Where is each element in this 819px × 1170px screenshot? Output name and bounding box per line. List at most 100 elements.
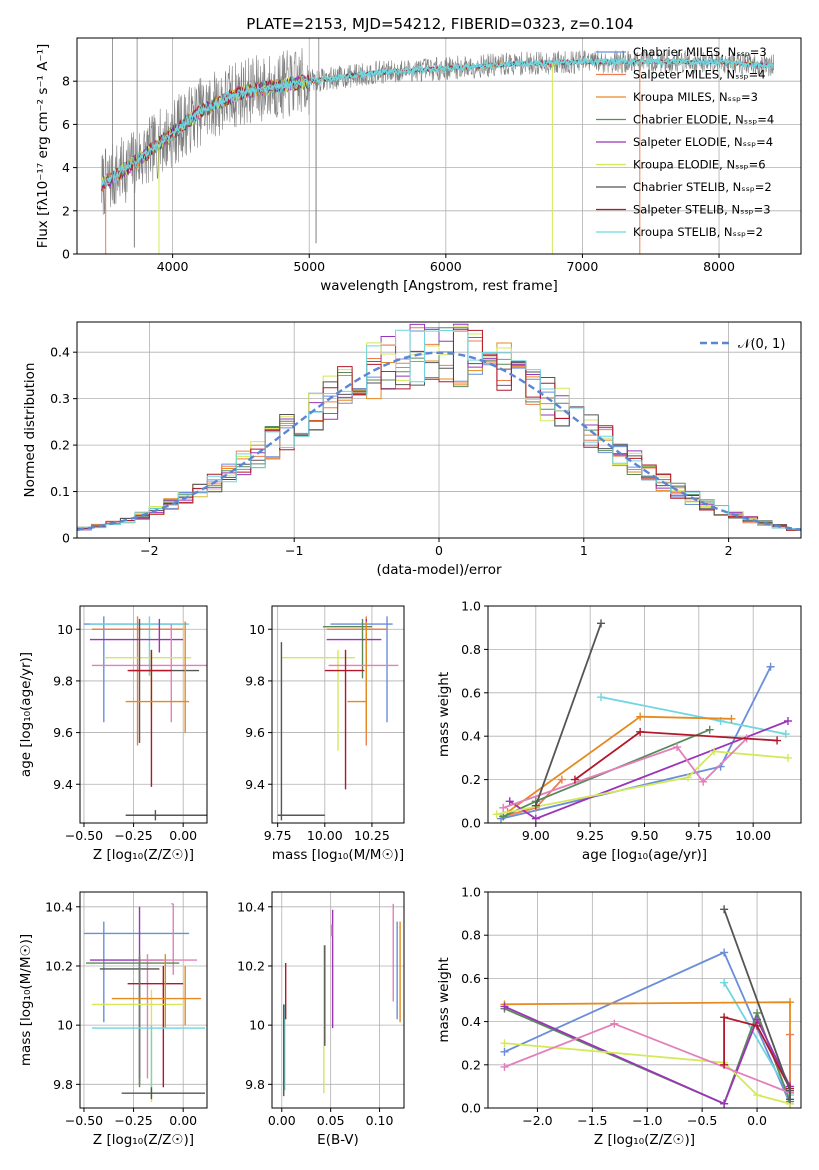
x-tick-label: 0 <box>435 543 443 558</box>
data-point-marker <box>500 1039 509 1048</box>
y-axis-label: mass weight <box>436 957 452 1042</box>
y-tick-label: 0 <box>62 247 70 262</box>
age-vs-mass-panel: 9.75 10.00 10.25 9.4 9.6 9.8 10 mass [log₁₀(M/M… <box>245 605 405 863</box>
plot-frame <box>79 605 208 824</box>
x-tick-label: −2 <box>140 543 158 558</box>
legend-label: Salpeter STELIB, Nₛₛₚ=3 <box>633 203 771 217</box>
y-tick-label: 10.2 <box>45 958 73 973</box>
y-tick-label: 0 <box>62 531 70 546</box>
x-tick-label: −0.50 <box>65 1113 103 1128</box>
x-tick-label: −0.25 <box>114 828 152 843</box>
data-point-marker <box>753 1021 762 1030</box>
x-tick-label: −2.0 <box>522 1113 552 1128</box>
data-point-marker <box>531 801 540 810</box>
residuals-panel: −2 −1 0 1 2 0 0.1 0.2 0.3 0.4 (data-model)/error No… <box>22 321 802 578</box>
x-tick-label: 0.00 <box>268 1113 296 1128</box>
y-tick-label: 10.2 <box>237 958 265 973</box>
x-tick-label: 0.00 <box>169 1113 197 1128</box>
y-tick-label: 0.4 <box>50 345 70 360</box>
y-tick-label: 0.4 <box>461 729 481 744</box>
legend-label: Salpeter MILES, Nₛₛₚ=4 <box>633 68 766 82</box>
series-line <box>534 623 602 806</box>
y-tick-label: 10.4 <box>45 899 73 914</box>
spectrum-panel: 4000 5000 6000 7000 8000 0 2 4 6 8 wavelength [Ang… <box>35 37 802 294</box>
residual-histogram <box>77 329 801 532</box>
y-tick-label: 9.6 <box>53 725 73 740</box>
data-point-marker <box>636 712 645 721</box>
x-tick-label: −0.50 <box>65 828 103 843</box>
legend: Chabrier MILES, Nₛₛₚ=3 Salpeter MILES, Nₛ… <box>596 45 774 239</box>
data-point-marker <box>720 948 729 957</box>
residual-histogram <box>77 329 801 532</box>
plot-frame <box>76 37 802 255</box>
normal-curve <box>77 351 801 532</box>
y-tick-label: 0.0 <box>461 816 481 831</box>
y-tick-label: 9.8 <box>53 673 73 688</box>
series-line <box>600 696 786 735</box>
x-tick-label: 10.00 <box>307 828 343 843</box>
data-point-marker <box>773 736 782 745</box>
data-point-marker <box>753 1091 762 1100</box>
y-tick-label: 6 <box>62 117 70 132</box>
x-axis-label: wavelength [Angstrom, rest frame] <box>320 278 558 294</box>
best-model-spectrum <box>101 56 775 187</box>
data-point-marker <box>786 1086 795 1095</box>
legend-label: Chabrier STELIB, Nₛₛₚ=2 <box>633 180 772 194</box>
y-tick-label: 0.3 <box>50 391 70 406</box>
data-point-marker <box>766 662 775 671</box>
data-point-marker <box>720 1060 729 1069</box>
data-point-marker <box>499 803 508 812</box>
x-tick-label: 0.05 <box>317 1113 345 1128</box>
data-point-marker <box>597 619 606 628</box>
y-tick-label: 10 <box>249 622 265 637</box>
x-tick-label: 9.75 <box>685 828 713 843</box>
y-tick-label: 0.2 <box>461 772 481 787</box>
y-tick-label: 9.8 <box>245 673 265 688</box>
x-tick-label: 4000 <box>157 259 189 274</box>
plot-frame <box>79 891 208 1109</box>
x-axis-label: mass [log₁₀(M/M☉)] <box>272 847 404 863</box>
y-axis-label: age [log₁₀(age/yr)] <box>18 652 34 777</box>
plot-frame <box>76 321 802 539</box>
x-tick-label: 0.0 <box>747 1113 767 1128</box>
x-axis-label: Z [log₁₀(Z/Z☉)] <box>93 1132 194 1148</box>
x-tick-label: −1.5 <box>577 1113 607 1128</box>
y-tick-label: 0.6 <box>461 685 481 700</box>
y-tick-label: 1.0 <box>461 885 481 900</box>
x-tick-label: −1 <box>285 543 303 558</box>
x-tick-label: 9.00 <box>522 828 550 843</box>
x-axis-label: age [log₁₀(age/yr)] <box>582 847 707 863</box>
y-tick-label: 0.4 <box>461 1014 481 1029</box>
x-tick-label: 7000 <box>567 259 599 274</box>
series-line <box>504 1042 791 1105</box>
plot-frame <box>271 891 405 1109</box>
x-axis-label: Z [log₁₀(Z/Z☉)] <box>594 1132 695 1148</box>
data-point-marker <box>781 730 790 739</box>
x-tick-label: 0.10 <box>366 1113 394 1128</box>
data-point-marker <box>783 753 792 762</box>
y-tick-label: 9.4 <box>53 777 73 792</box>
data-point-marker <box>720 1013 729 1022</box>
y-tick-label: 9.4 <box>245 777 265 792</box>
data-point-marker <box>720 978 729 987</box>
data-point-marker <box>570 775 579 784</box>
y-tick-label: 0.8 <box>461 642 481 657</box>
y-tick-label: 0.2 <box>50 438 70 453</box>
mass-vs-ebv-panel: 0.00 0.05 0.10 9.8 10 10.2 10.4 E(B-V) <box>237 891 405 1148</box>
x-axis-label: Z [log₁₀(Z/Z☉)] <box>93 847 194 863</box>
x-axis-label: (data-model)/error <box>376 562 502 578</box>
y-axis-label: Flux [fλ10⁻¹⁷ erg cm⁻² s⁻¹ A⁻¹] <box>35 44 51 249</box>
legend-label: Salpeter ELODIE, Nₛₛₚ=4 <box>633 135 773 149</box>
data-point-marker <box>673 743 682 752</box>
y-tick-label: 10 <box>57 622 73 637</box>
x-tick-label: −1.0 <box>632 1113 662 1128</box>
data-point-marker <box>597 693 606 702</box>
series-line <box>502 728 711 818</box>
legend-label: Chabrier MILES, Nₛₛₚ=3 <box>633 45 767 59</box>
x-tick-label: −0.25 <box>114 1113 152 1128</box>
series-line <box>723 982 791 1096</box>
data-point-marker <box>705 725 714 734</box>
x-tick-label: 9.50 <box>631 828 659 843</box>
y-tick-label: 0.8 <box>461 928 481 943</box>
